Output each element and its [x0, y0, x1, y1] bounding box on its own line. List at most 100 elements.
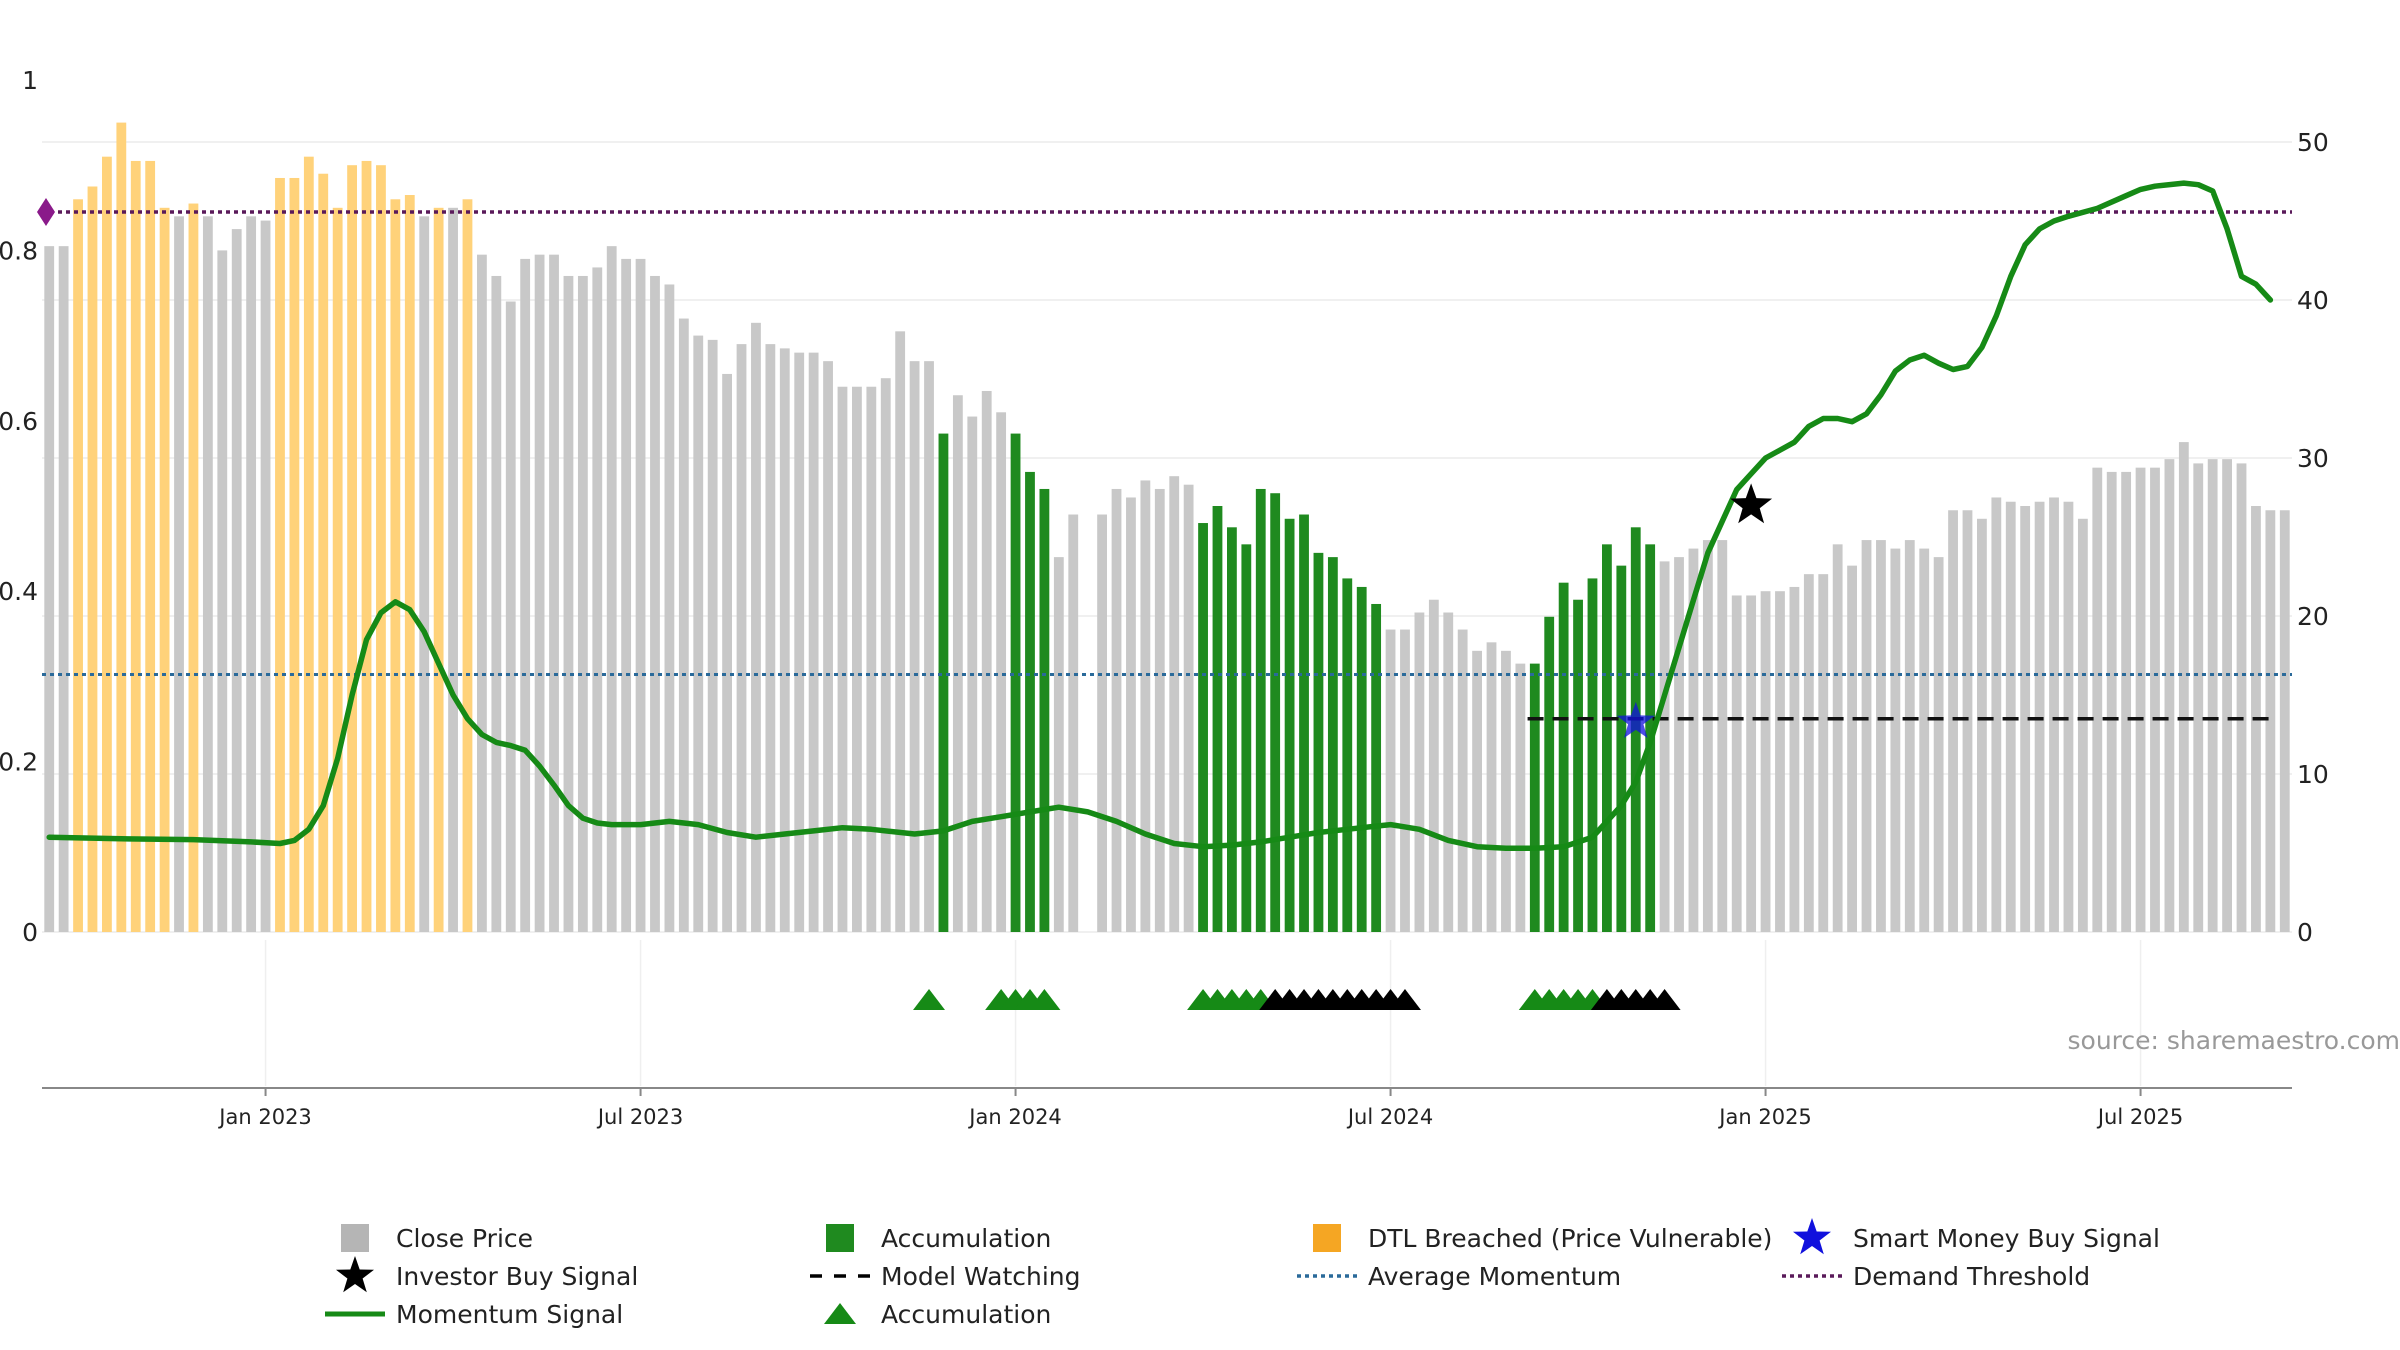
accumulation-bar — [1558, 582, 1569, 932]
left-axis-tick-label: 0.6 — [0, 407, 38, 436]
close-price-bar — [808, 352, 819, 932]
close-price-bar — [606, 246, 617, 932]
legend-item-avgmom: Average Momentum — [1297, 1262, 1621, 1291]
close-price-bar — [1717, 540, 1728, 932]
close-price-bar — [837, 386, 848, 933]
close-price-bar — [779, 348, 790, 932]
accumulation-bar — [1313, 552, 1324, 932]
close-price-bar — [996, 412, 1007, 932]
dtl-breached-bar — [188, 203, 199, 933]
accumulation-bar — [1587, 578, 1598, 932]
price-bars — [44, 122, 2290, 933]
close-price-bar — [2178, 442, 2189, 932]
close-price-bar — [621, 258, 632, 932]
close-price-bar — [736, 344, 747, 932]
close-price-bar — [1688, 548, 1699, 932]
accumulation-bar — [1529, 663, 1540, 932]
close-price-bar — [1933, 557, 1944, 932]
accumulation-bar — [1284, 518, 1295, 932]
close-price-bar — [1674, 557, 1684, 932]
accumulation-marker — [913, 989, 946, 1010]
close-price-bar — [866, 386, 877, 933]
dtl-breached-bar — [73, 199, 83, 932]
left-axis-tick-label: 0.4 — [0, 577, 38, 606]
legend-label: Accumulation — [881, 1224, 1051, 1253]
close-price-bar — [2020, 506, 2031, 932]
close-price-bar — [1111, 488, 1122, 932]
dtl-breached-bar — [102, 156, 112, 932]
dtl-breached-bar — [303, 156, 314, 932]
close-price-bar — [2193, 463, 2204, 932]
close-price-bar — [260, 220, 271, 932]
close-price-bar — [563, 275, 574, 933]
legend-label: Accumulation — [881, 1300, 1051, 1329]
close-price-bar — [924, 361, 934, 932]
close-price-bar — [1832, 544, 1843, 932]
close-price-bar — [635, 258, 646, 932]
close-price-bar — [1659, 561, 1670, 932]
close-price-bar — [534, 254, 545, 932]
close-price-bar — [1890, 548, 1901, 932]
legend-star-icon — [1793, 1218, 1831, 1255]
close-price-bar — [765, 344, 776, 932]
accumulation-bar — [1255, 488, 1266, 932]
accumulation-bar — [1025, 471, 1035, 932]
x-axis-tick-label: Jan 2023 — [217, 1105, 312, 1129]
close-price-bar — [880, 378, 891, 932]
legend-swatch — [826, 1224, 854, 1252]
close-price-bar — [1904, 540, 1915, 932]
accumulation-bar — [1356, 586, 1367, 932]
demand-threshold-diamond — [37, 198, 55, 227]
legend-label: DTL Breached (Price Vulnerable) — [1368, 1224, 1772, 1253]
close-price-bar — [1443, 612, 1454, 932]
dtl-breached-bar — [275, 177, 285, 933]
close-price-bar — [2077, 518, 2088, 932]
close-price-bar — [952, 395, 963, 932]
right-axis-tick-label: 20 — [2297, 602, 2329, 631]
close-price-bar — [1385, 629, 1396, 932]
legend-item-smart: Smart Money Buy Signal — [1793, 1218, 2160, 1255]
close-price-bar — [678, 318, 689, 932]
close-price-bar — [477, 254, 487, 932]
x-axis-tick-label: Jan 2025 — [1717, 1105, 1812, 1129]
legend-item-momentum: Momentum Signal — [325, 1300, 623, 1329]
legend-label: Model Watching — [881, 1262, 1081, 1291]
left-axis-tick-label: 1 — [22, 66, 38, 95]
close-price-bar — [44, 246, 55, 932]
close-price-bar — [1154, 488, 1165, 932]
left-axis-tick-label: 0.8 — [0, 236, 38, 265]
source-note: source: sharemaestro.com — [2068, 1026, 2400, 1055]
close-price-bar — [1731, 595, 1742, 932]
legend-item-accum_tri: Accumulation — [824, 1300, 1051, 1329]
legend-item-watching: Model Watching — [810, 1262, 1081, 1291]
close-price-bar — [794, 352, 805, 932]
x-axis-tick-label: Jul 2023 — [596, 1105, 683, 1129]
close-price-bar — [2150, 467, 2160, 932]
close-price-bar — [58, 246, 69, 932]
close-price-bar — [895, 331, 906, 933]
close-price-bar — [2207, 459, 2218, 932]
accumulation-bar — [1327, 557, 1338, 932]
close-price-bar — [1472, 650, 1482, 932]
close-price-bar — [2005, 501, 2016, 932]
legend-swatch — [1313, 1224, 1341, 1252]
close-price-bar — [1486, 642, 1497, 932]
legend-label: Close Price — [396, 1224, 533, 1253]
close-price-bar — [1702, 540, 1713, 932]
close-price-bar — [2279, 510, 2290, 932]
accumulation-bar — [1270, 493, 1281, 932]
close-price-bar — [1053, 557, 1064, 932]
signal-lines — [37, 180, 2292, 852]
dtl-breached-bar — [87, 186, 98, 932]
close-price-bar — [1457, 629, 1468, 932]
close-price-bar — [823, 361, 833, 932]
dtl-breached-bar — [390, 199, 401, 932]
close-price-bar — [1948, 510, 1958, 932]
dtl-breached-bar — [289, 177, 300, 933]
close-price-bar — [1414, 612, 1425, 932]
legend-item-demand: Demand Threshold — [1782, 1262, 2090, 1291]
dtl-breached-bar — [347, 165, 357, 932]
close-price-bar — [2063, 501, 2074, 932]
close-price-bar — [1097, 514, 1107, 932]
legend-swatch — [341, 1224, 369, 1252]
